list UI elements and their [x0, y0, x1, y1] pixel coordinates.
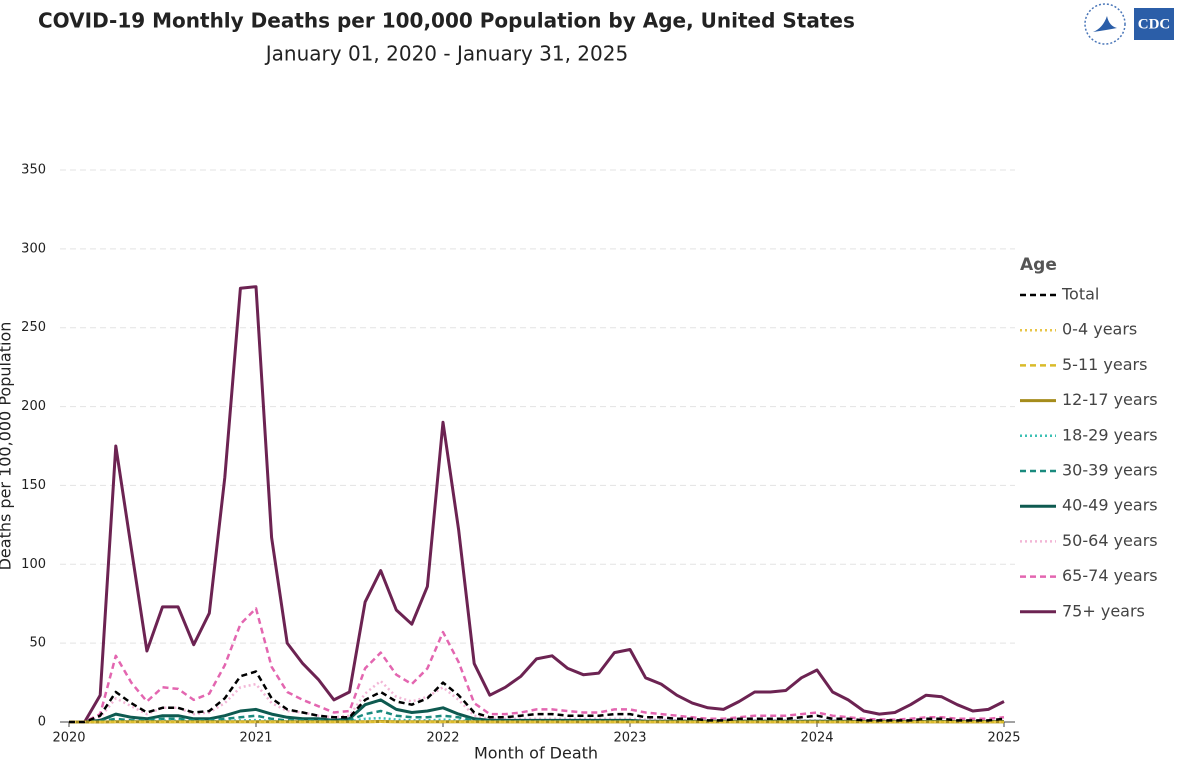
logo-seal	[1084, 3, 1126, 45]
x-tick-label: 2025	[987, 731, 1020, 746]
x-tick-label: 2024	[800, 731, 833, 746]
logo-box	[1134, 8, 1174, 40]
legend-label: 5-11 years	[1062, 355, 1147, 374]
legend-label: 0-4 years	[1062, 320, 1137, 339]
series-line	[69, 607, 1005, 724]
chart-title: COVID-19 Monthly Deaths per 100,000 Popu…	[38, 9, 855, 33]
y-tick-label: 300	[21, 241, 46, 256]
y-axis-label: Deaths per 100,000 Population	[0, 322, 15, 571]
legend-label: 50-64 years	[1062, 531, 1158, 550]
legend-label: Total	[1061, 285, 1099, 304]
y-tick-label: 250	[21, 320, 46, 335]
x-axis-label: Month of Death	[474, 744, 598, 759]
series-line	[69, 285, 1005, 724]
x-tick-label: 2020	[52, 731, 85, 746]
series-line	[69, 670, 1005, 724]
series-line	[69, 679, 1004, 724]
legend-label: 65-74 years	[1062, 566, 1158, 585]
y-tick-label: 100	[21, 557, 46, 572]
legend-title: Age	[1020, 255, 1057, 275]
y-tick-label: 0	[38, 715, 46, 730]
x-tick-label: 2022	[426, 731, 459, 746]
chart-subtitle: January 01, 2020 - January 31, 2025	[264, 42, 628, 66]
x-tick-label: 2023	[613, 731, 646, 746]
legend-label: 12-17 years	[1062, 390, 1158, 409]
logo-eagle	[1093, 16, 1117, 32]
y-tick-label: 200	[21, 399, 46, 414]
legend-label: 40-49 years	[1062, 496, 1158, 515]
y-tick-label: 150	[21, 478, 46, 493]
logo-text: CDC	[1138, 16, 1171, 32]
logo: CDC	[1084, 3, 1174, 45]
x-tick-label: 2021	[239, 731, 272, 746]
legend-label: 30-39 years	[1062, 461, 1158, 480]
y-tick-label: 50	[29, 636, 46, 651]
y-tick-label: 350	[21, 163, 46, 178]
legend-label: 18-29 years	[1062, 425, 1158, 444]
legend-label: 75+ years	[1062, 601, 1145, 620]
